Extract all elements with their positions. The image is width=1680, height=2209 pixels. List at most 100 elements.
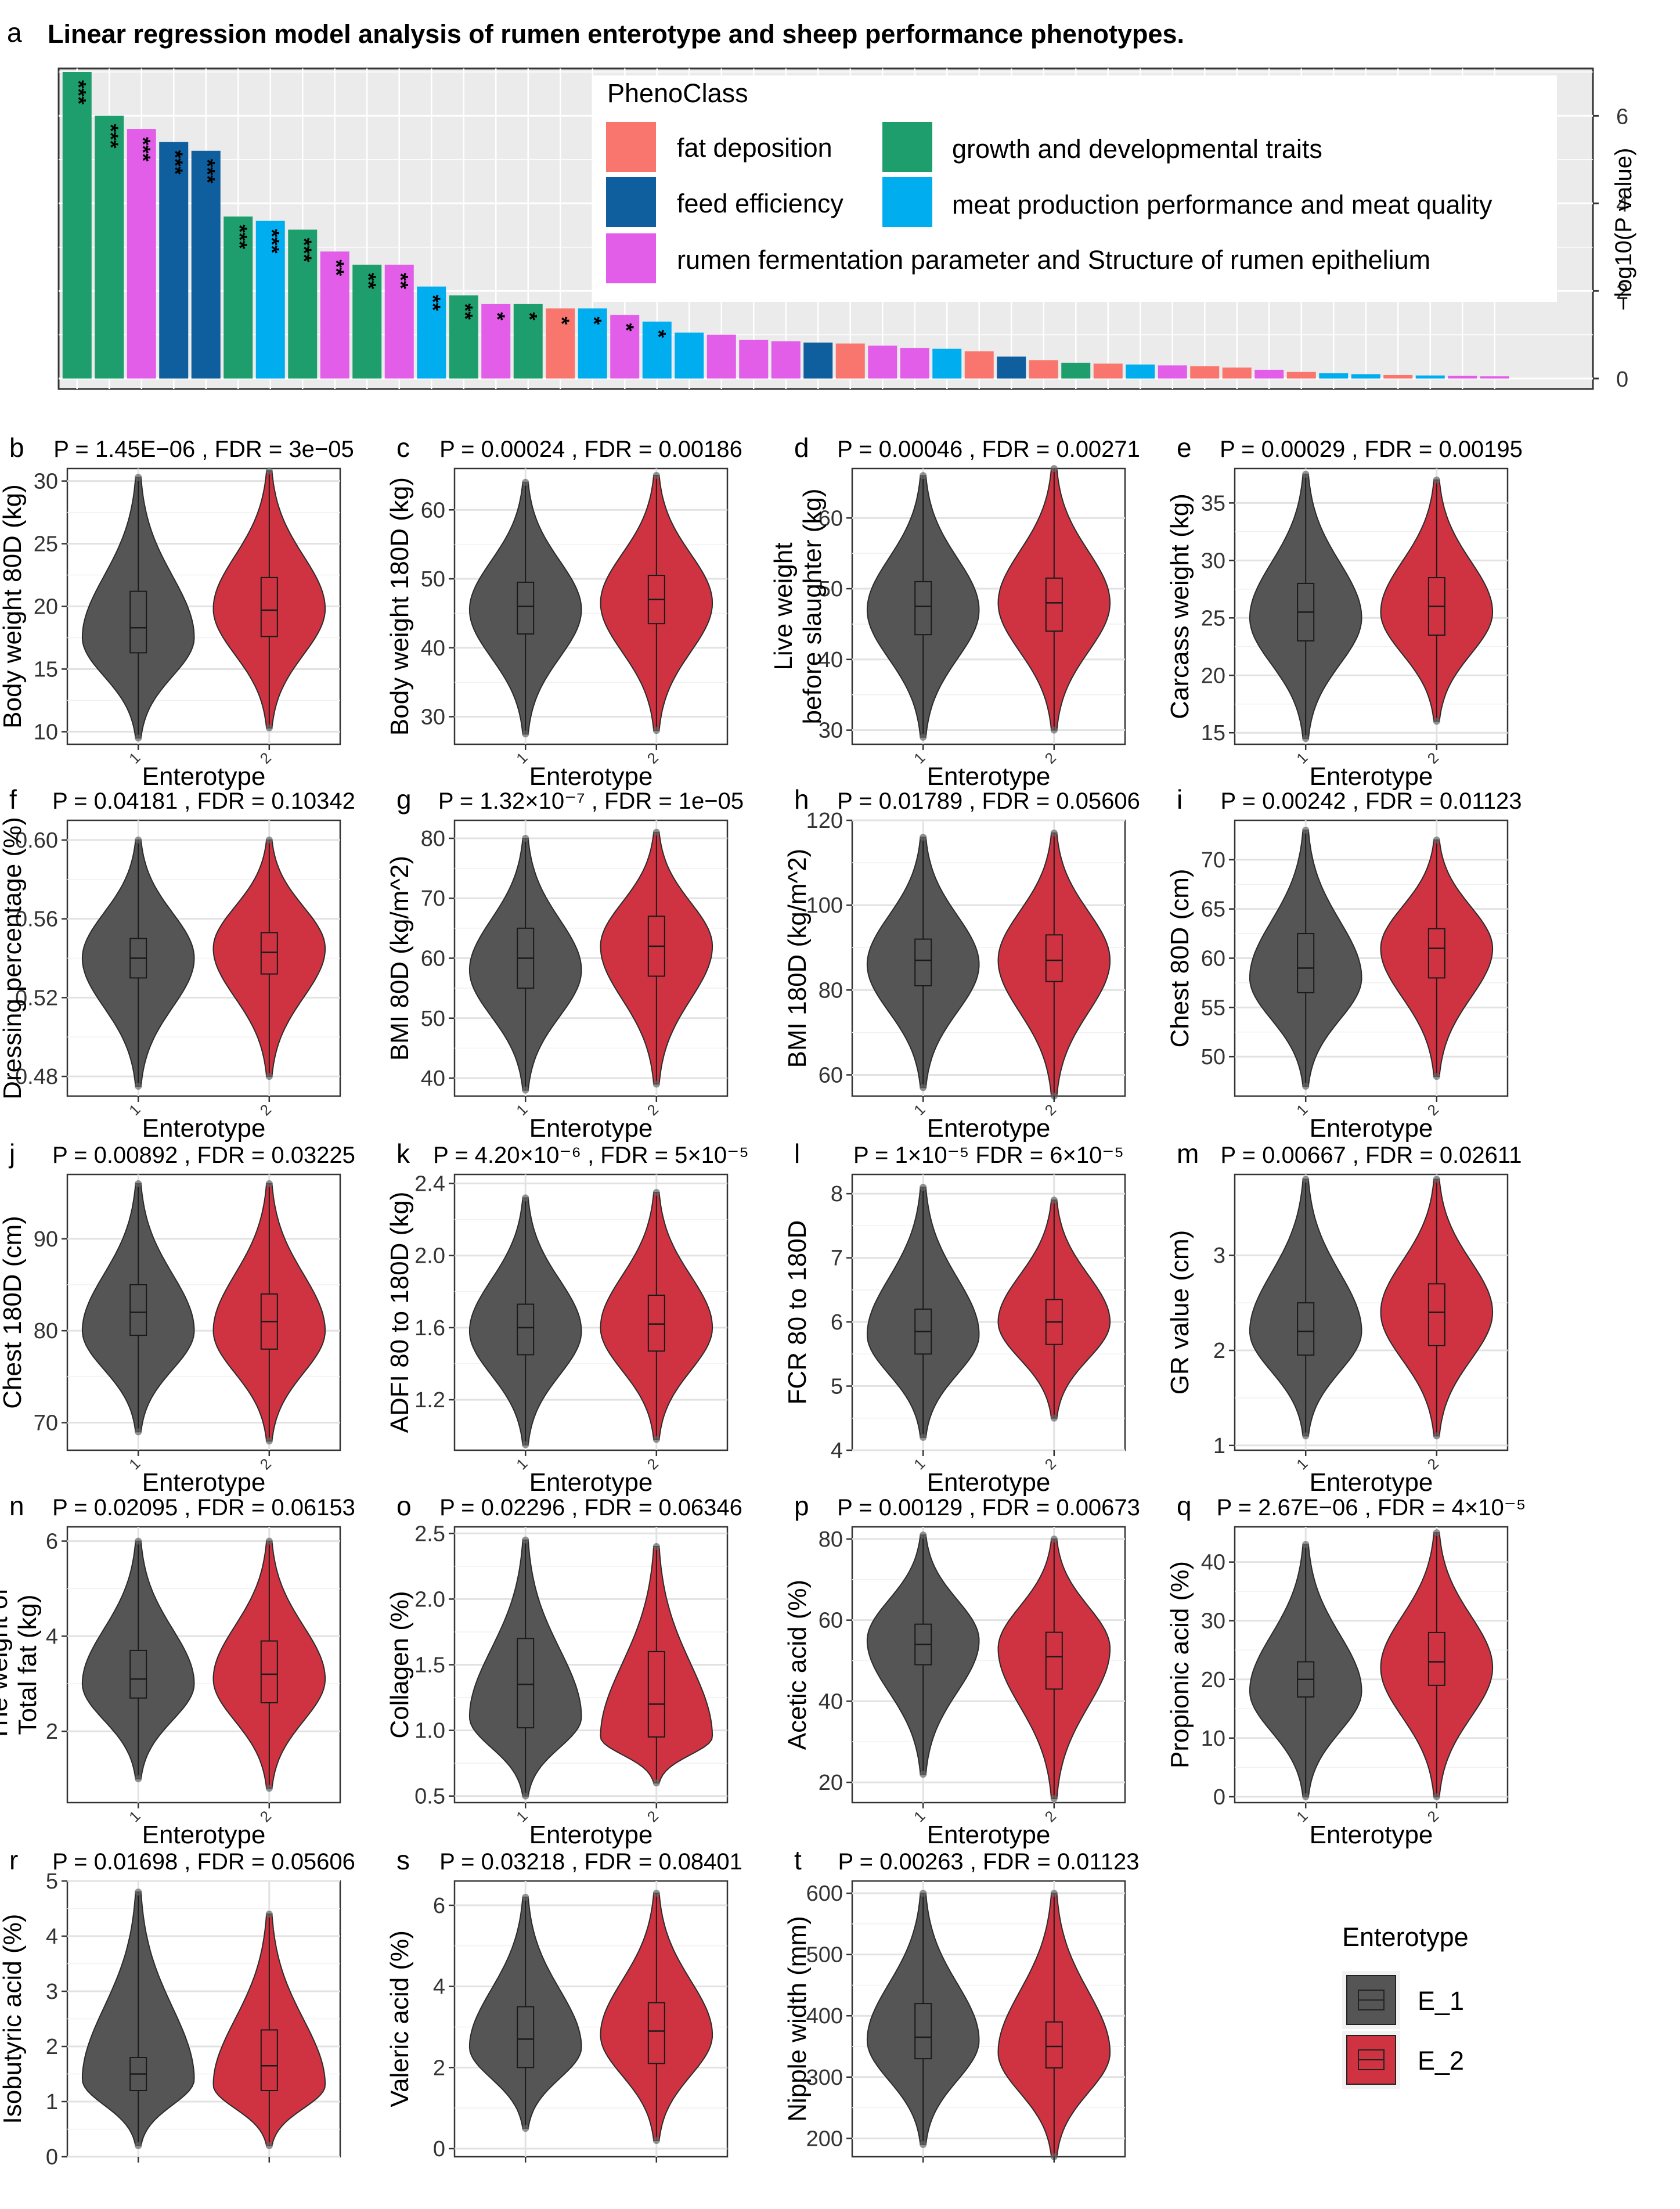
bar <box>417 286 446 379</box>
bar-y-tick-label: 6 <box>1616 104 1628 129</box>
violin-panel-k: k P = 4.20×10⁻⁶ , FDR = 5×10⁻⁵ 1.2 1.6 2.0 2.… <box>385 1138 749 1497</box>
violin-x-tick-label: 1 <box>1293 1101 1311 1119</box>
violin-box <box>129 1649 147 1699</box>
violin-y-tick-label: 8 <box>831 1182 843 1206</box>
violin-box <box>914 581 932 636</box>
violin-y-tick-label: 20 <box>1201 664 1225 688</box>
bar-significance-label: ** <box>453 304 477 320</box>
panel-letter: r <box>9 1845 18 1875</box>
violin-y-tick-label: 60 <box>1201 947 1225 971</box>
violin-x-label: Enterotype <box>142 1114 266 1143</box>
violin-outlier <box>652 2137 660 2145</box>
bar-significance-label: *** <box>228 225 251 249</box>
legend-swatch-rumen <box>606 233 656 283</box>
violin-y-tick-label: 4 <box>433 1975 445 1999</box>
panel-title: P = 1.32×10⁻⁷ , FDR = 1e−05 <box>438 788 744 814</box>
violin-x-tick-label: 1 <box>125 1101 143 1119</box>
violin-y-tick-label: 40 <box>819 1689 843 1714</box>
bar <box>95 116 124 379</box>
violin-y-tick-label: 30 <box>819 719 843 743</box>
violin-outlier <box>920 472 927 480</box>
panel-title: P = 2.67E−06 , FDR = 4×10⁻⁵ <box>1217 1495 1526 1520</box>
violin-outlier <box>265 1537 273 1545</box>
violin-x-label: Enterotype <box>927 1114 1051 1143</box>
violin-y-label: Dressing percentage (%) <box>0 817 27 1100</box>
panel-letter: j <box>8 1138 15 1169</box>
bar <box>642 321 672 379</box>
bar-significance-label: * <box>647 330 670 338</box>
violin-outlier <box>522 1893 529 1901</box>
violin-x-label: Enterotype <box>142 1468 266 1497</box>
violin-y-tick-label: 20 <box>819 1771 843 1795</box>
panel-letter: b <box>9 433 24 463</box>
bar-significance-label: *** <box>99 124 122 148</box>
violin-panel-t: t P = 0.00263 , FDR = 0.01123 200 300 400 500… <box>783 1845 1139 2163</box>
bar-significance-label: *** <box>67 80 91 104</box>
violin-y-tick-label: 2 <box>433 2056 445 2080</box>
violin-y-tick-label: 20 <box>1201 1668 1225 1692</box>
violin-y-label: BMI 180D (kg/m^2) <box>783 849 812 1068</box>
bar <box>1093 363 1123 379</box>
violin-outlier <box>920 1084 927 1091</box>
violin-y-label: Live weightbefore slaughter (kg) <box>769 489 827 725</box>
panel-letter: s <box>396 1845 410 1875</box>
violin-outlier <box>1050 1414 1058 1422</box>
violin-outlier <box>1302 470 1310 478</box>
bar <box>1029 360 1058 379</box>
panel-title: P = 4.20×10⁻⁶ , FDR = 5×10⁻⁵ <box>433 1143 749 1168</box>
bar <box>449 295 478 379</box>
violin-y-tick-label: 100 <box>806 893 843 918</box>
bar-significance-label: * <box>485 312 509 320</box>
violin-outlier <box>652 1080 660 1088</box>
violin-y-label-line: Live weight <box>769 542 798 670</box>
violin-x-tick-label: 1 <box>513 1807 531 1825</box>
violin-y-tick-label: 50 <box>1201 1045 1225 1069</box>
panel-title: P = 0.00263 , FDR = 0.01123 <box>838 1849 1140 1875</box>
bar <box>900 348 929 379</box>
violin-y-tick-label: 0.5 <box>414 1785 445 1809</box>
violin-y-tick-label: 2 <box>46 2035 58 2059</box>
violin-y-tick-label: 30 <box>1201 549 1225 573</box>
violin-y-tick-label: 0.52 <box>15 986 58 1010</box>
violin-y-tick-label: 400 <box>806 2004 843 2028</box>
legend-label-e1: E_1 <box>1418 1986 1464 2016</box>
violin-y-tick-label: 0 <box>1213 1785 1225 1810</box>
violin-y-tick-label: 120 <box>806 809 843 833</box>
bar <box>1190 366 1220 379</box>
bar <box>932 348 962 379</box>
violin-y-tick-label: 2 <box>46 1720 58 1744</box>
violin-y-tick-label: 1.2 <box>414 1388 445 1412</box>
violin-y-tick-label: 0 <box>433 2137 445 2161</box>
panel-title: P = 1.45E−06 , FDR = 3e−05 <box>53 437 354 462</box>
violin-x-tick-label: 1 <box>125 749 143 767</box>
violin-outlier <box>652 727 660 734</box>
violin-x-tick-label: 1 <box>910 749 928 767</box>
bar-significance-label: *** <box>260 229 284 253</box>
violin-box <box>517 581 535 635</box>
panel-letter: f <box>9 784 17 815</box>
violin-y-label: Propionic acid (%) <box>1166 1561 1194 1768</box>
violin-outlier <box>522 2125 529 2132</box>
violin-outlier <box>1302 1176 1310 1183</box>
violin-panel-o: o P = 0.02296 , FDR = 0.06346 0.5 1.0 1.5 2.0… <box>385 1491 742 1849</box>
panel-title: P = 0.00029 , FDR = 0.00195 <box>1220 437 1523 462</box>
violin-outlier <box>920 1890 927 1897</box>
violin-outlier <box>652 1189 660 1197</box>
violin-x-label: Enterotype <box>927 1468 1051 1497</box>
violin-x-tick-label: 1 <box>1293 1807 1311 1825</box>
violin-outlier <box>135 1889 142 1896</box>
panel-letter: g <box>396 784 412 815</box>
bar-y-tick-label: 0 <box>1616 367 1628 392</box>
violin-y-label: Body weight 180D (kg) <box>385 477 414 736</box>
violin-box <box>647 1295 665 1352</box>
violin-box <box>647 2002 665 2064</box>
bar-chart-y-label: −log10(P value) <box>1611 148 1636 311</box>
bar-significance-label: * <box>614 323 638 331</box>
bar-significance-label: * <box>550 316 574 325</box>
panel-title: P = 0.00046 , FDR = 0.00271 <box>837 437 1140 462</box>
violin-outlier <box>265 467 273 475</box>
